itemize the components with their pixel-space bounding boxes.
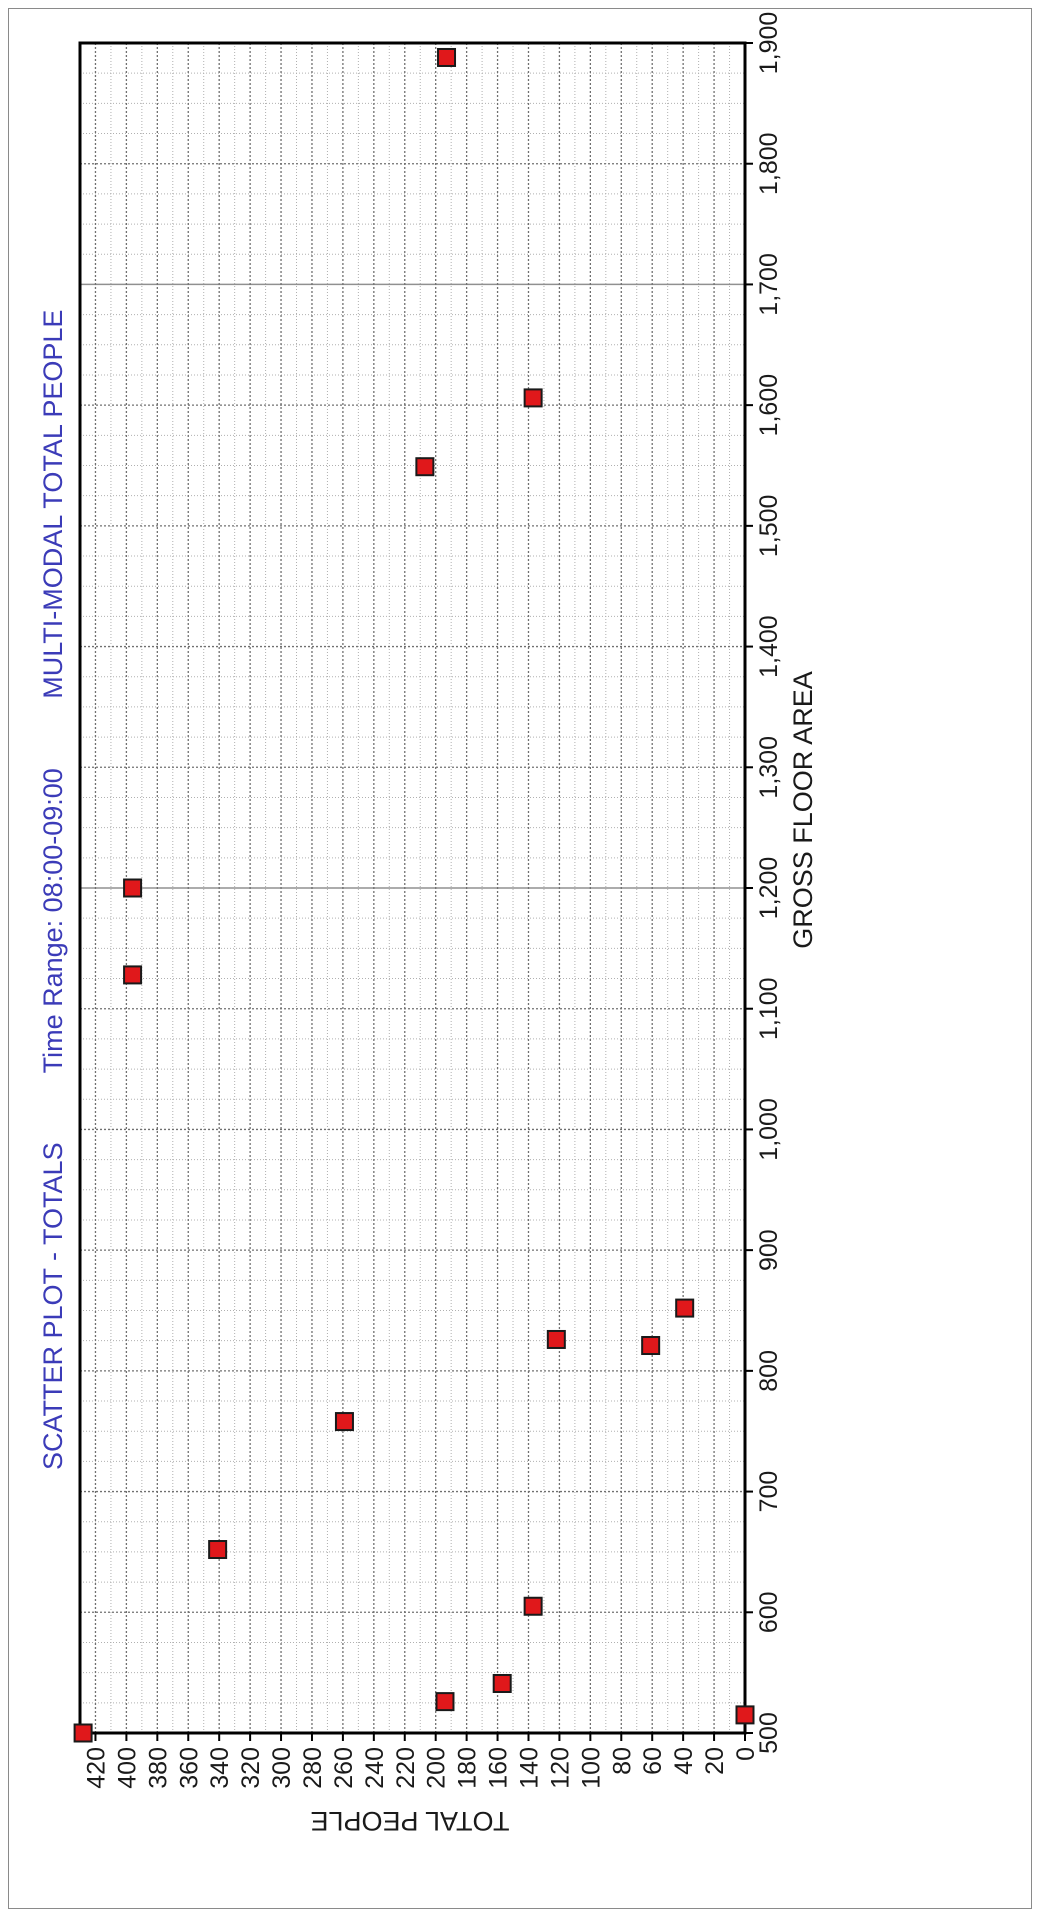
scatter-point — [523, 388, 543, 408]
y-tick-label: 20 — [701, 1747, 729, 1775]
y-tick-label: 300 — [268, 1747, 296, 1789]
x-tick-label: 1,600 — [755, 374, 783, 437]
y-axis-label: TOTAL PEOPLE — [310, 1806, 509, 1836]
y-tick-label: 420 — [82, 1747, 110, 1789]
x-tick-label: 500 — [755, 1712, 783, 1754]
scatter-point — [123, 965, 143, 985]
y-tick-label: 340 — [206, 1747, 234, 1789]
chart-title-main: SCATTER PLOT - TOTALS — [38, 1142, 68, 1470]
scatter-point — [435, 1692, 455, 1712]
y-tick-label: 60 — [639, 1747, 667, 1775]
x-tick-label: 900 — [755, 1229, 783, 1271]
y-tick-label: 380 — [144, 1747, 172, 1789]
y-tick-label: 80 — [608, 1747, 636, 1775]
y-tick-label: 220 — [392, 1747, 420, 1789]
x-tick-label: 700 — [755, 1471, 783, 1513]
y-axis-ticks: 0204060801001201401601802002202402602803… — [82, 1733, 760, 1789]
scatter-point — [546, 1329, 566, 1349]
chart-title-time-range: Time Range: 08:00-09:00 — [38, 768, 68, 1073]
scatter-point — [73, 1723, 93, 1743]
x-tick-label: 800 — [755, 1350, 783, 1392]
x-tick-label: 1,000 — [755, 1098, 783, 1161]
x-tick-label: 1,100 — [755, 977, 783, 1040]
scatter-point — [208, 1540, 228, 1560]
y-tick-label: 160 — [485, 1747, 513, 1789]
x-tick-label: 1,700 — [755, 253, 783, 316]
scatter-point — [415, 457, 435, 477]
data-points — [73, 47, 755, 1743]
x-tick-label: 1,200 — [755, 857, 783, 920]
y-tick-label: 140 — [515, 1747, 543, 1789]
x-axis-label: GROSS FLOOR AREA — [788, 671, 818, 949]
y-tick-label: 100 — [577, 1747, 605, 1789]
x-tick-label: 1,900 — [755, 12, 783, 75]
y-tick-label: 320 — [237, 1747, 265, 1789]
scatter-point — [492, 1674, 512, 1694]
x-axis-ticks: 500 600 700 800 900 1,000 1,100 1,200 1,300 1,400… — [745, 12, 783, 1754]
chart-frame — [8, 8, 1032, 1909]
y-tick-label: 200 — [423, 1747, 451, 1789]
y-tick-label: 240 — [361, 1747, 389, 1789]
y-tick-label: 360 — [175, 1747, 203, 1789]
scatter-point — [641, 1336, 661, 1356]
y-tick-label: 280 — [299, 1747, 327, 1789]
y-tick-label: 400 — [113, 1747, 141, 1789]
chart-title-mode: MULTI-MODAL TOTAL PEOPLE — [38, 310, 68, 699]
x-tick-label: 1,300 — [755, 736, 783, 799]
scatter-point — [735, 1705, 755, 1725]
x-tick-label: 1,400 — [755, 615, 783, 678]
y-tick-label: 260 — [330, 1747, 358, 1789]
x-tick-label: 600 — [755, 1591, 783, 1633]
y-tick-label: 120 — [546, 1747, 574, 1789]
scatter-point — [437, 47, 457, 67]
chart-title: SCATTER PLOT - TOTALS Time Range: 08:00-… — [38, 310, 68, 1470]
scatter-point — [523, 1596, 543, 1616]
scatter-point — [675, 1298, 695, 1318]
scatter-point — [123, 878, 143, 898]
y-tick-label: 0 — [732, 1747, 760, 1761]
x-tick-label: 1,800 — [755, 132, 783, 195]
y-tick-label: 180 — [454, 1747, 482, 1789]
grid — [79, 42, 746, 1734]
y-tick-label: 40 — [670, 1747, 698, 1775]
x-tick-label: 1,500 — [755, 495, 783, 558]
scatter-point — [334, 1412, 354, 1432]
